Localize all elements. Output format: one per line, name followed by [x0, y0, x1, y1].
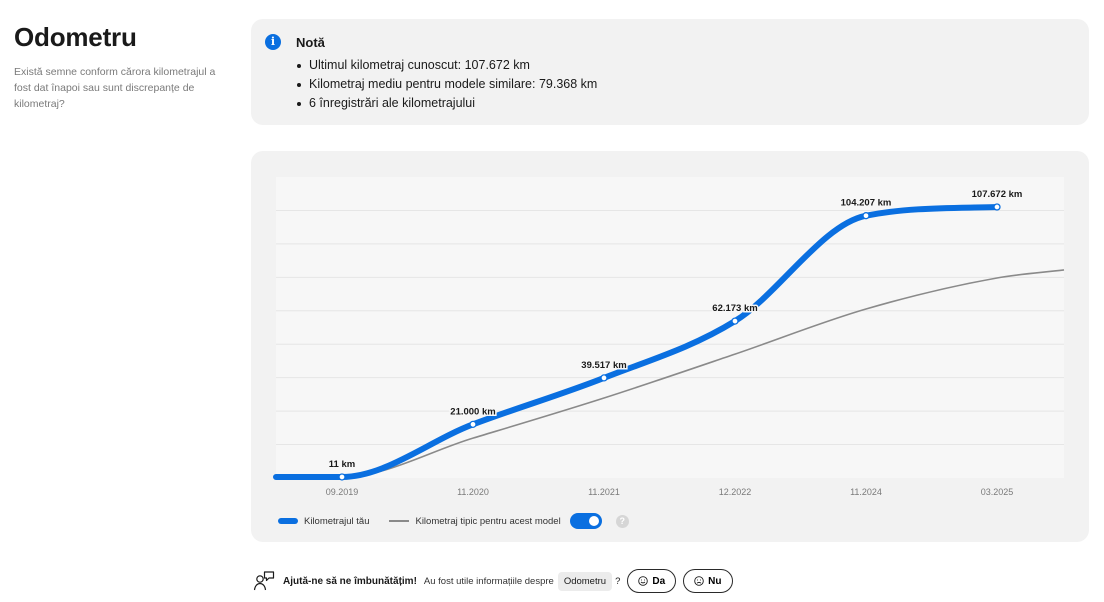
- question-icon[interactable]: ?: [615, 514, 629, 528]
- legend-swatch-typical: [389, 520, 410, 522]
- x-tick-label: 11.2020: [457, 487, 489, 497]
- data-point: [862, 212, 870, 220]
- data-point: [731, 317, 739, 325]
- no-button[interactable]: Nu: [683, 569, 733, 593]
- page-title: Odometru: [14, 22, 137, 52]
- feedback-topic-tag: Odometru: [557, 571, 613, 591]
- data-label: 39.517 km: [581, 360, 626, 371]
- feedback-question-mark: ?: [615, 575, 621, 587]
- note-title: Notă: [296, 35, 325, 50]
- data-point: [993, 203, 1001, 211]
- page-subtitle: Există semne conform cărora kilometrajul…: [14, 66, 216, 110]
- data-point: [469, 420, 477, 428]
- feedback-bar: Ajută-ne să ne îmbunătățim! Au fost util…: [253, 568, 733, 594]
- typical-mileage-toggle[interactable]: [569, 513, 602, 529]
- data-point: [600, 374, 608, 382]
- yes-button-label: Da: [652, 575, 666, 587]
- x-tick-label: 12.2022: [719, 487, 752, 497]
- x-tick-label: 09.2019: [326, 487, 359, 497]
- toggle-knob: [588, 516, 599, 526]
- yes-button[interactable]: Da: [627, 569, 677, 593]
- smile-icon: [638, 576, 649, 586]
- data-label: 107.672 km: [972, 189, 1023, 200]
- feedback-person-icon: [253, 571, 275, 591]
- odometer-chart: 09.2019 11.2020 11.2021 12.2022 11.2024 03.20…: [273, 177, 1065, 497]
- no-button-label: Nu: [708, 575, 722, 587]
- note-item: 6 înregistrări ale kilometrajului: [296, 94, 597, 113]
- data-label: 21.000 km: [450, 406, 495, 417]
- frown-icon: [694, 576, 704, 586]
- header: Odometru Există semne conform cărora kil…: [14, 22, 224, 112]
- legend-swatch-your-mileage: [278, 518, 298, 524]
- data-label: 11 km: [329, 459, 355, 470]
- plot-area: [276, 177, 1064, 478]
- feedback-question: Au fost utile informațiile despre: [423, 575, 554, 587]
- legend-label-typical: Kilometraj tipic pentru acest model: [415, 515, 561, 527]
- note-item: Ultimul kilometraj cunoscut: 107.672 km: [296, 56, 597, 75]
- chart-card: 09.2019 11.2020 11.2021 12.2022 11.2024 03.20…: [251, 151, 1089, 542]
- feedback-title: Ajută-ne să ne îmbunătățim!: [283, 575, 417, 587]
- chart-legend: Kilometrajul tău Kilometraj tipic pentru…: [278, 513, 629, 529]
- data-label: 104.207 km: [841, 198, 892, 209]
- x-tick-label: 11.2021: [588, 487, 620, 497]
- note-card: i Notă Ultimul kilometraj cunoscut: 107.…: [251, 19, 1089, 125]
- legend-label-your-mileage: Kilometrajul tău: [304, 515, 370, 527]
- data-point: [338, 473, 346, 481]
- note-item: Kilometraj mediu pentru modele similare:…: [296, 75, 597, 94]
- data-label: 62.173 km: [712, 303, 757, 314]
- x-tick-label: 11.2024: [850, 487, 882, 497]
- info-icon: i: [265, 34, 281, 50]
- x-tick-label: 03.2025: [981, 487, 1014, 497]
- note-list: Ultimul kilometraj cunoscut: 107.672 km …: [296, 56, 597, 113]
